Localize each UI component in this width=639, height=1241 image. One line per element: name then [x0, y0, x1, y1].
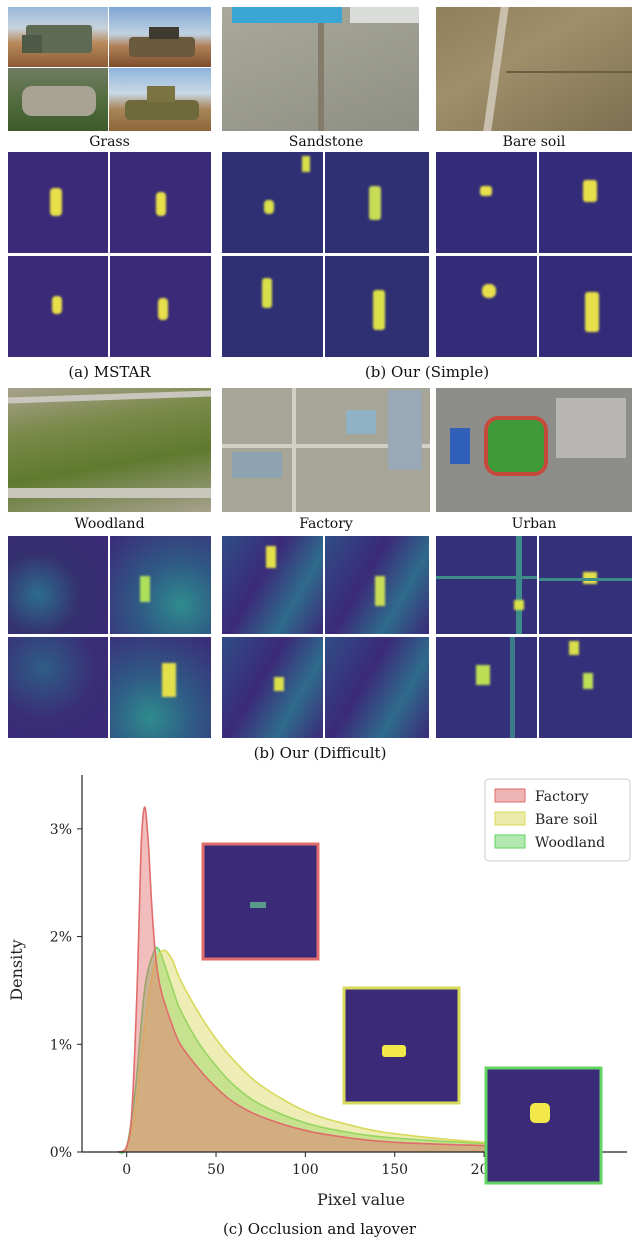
inset-sar-factory [201, 842, 320, 961]
inset-target-spot [250, 902, 266, 908]
inset-target-spot [530, 1103, 550, 1123]
sar-chip-woodland-2 [110, 536, 211, 634]
mstar-photo-apc [8, 68, 108, 131]
buildings [556, 398, 626, 458]
white-structure [350, 7, 419, 23]
road-v [292, 388, 296, 512]
road [8, 488, 211, 498]
sar-chip-grass-3 [8, 256, 108, 357]
caption-chart: (c) Occlusion and layover [222, 1220, 417, 1238]
caption-mstar: (a) MSTAR [68, 363, 151, 381]
caption-difficult: (b) Our (Difficult) [253, 744, 387, 762]
tank-turret [149, 27, 179, 39]
sar-chip-factory-1 [222, 536, 323, 634]
sar-chip-bare-soil-3 [436, 256, 537, 357]
legend-swatch [494, 811, 526, 826]
y-tick-label: 3% [50, 822, 72, 838]
y-tick-label: 2% [50, 930, 72, 946]
sar-chip-factory-2 [325, 536, 429, 634]
sar-chip-bare-soil-4 [539, 256, 632, 357]
building-1 [232, 452, 282, 478]
y-tick-label: 1% [50, 1037, 72, 1053]
series-area-bare-soil [117, 950, 601, 1152]
sar-chip-bare-soil-1 [436, 152, 537, 253]
scene-label-woodland: Woodland [74, 516, 145, 532]
x-tick-label: 150 [381, 1162, 408, 1178]
truck-cab [22, 35, 42, 53]
court [450, 428, 470, 464]
sar-chip-sandstone-4 [325, 256, 429, 357]
urban-aerial-photo [436, 388, 632, 512]
scene-label-grass: Grass [89, 134, 130, 150]
scene-label-factory: Factory [299, 516, 353, 532]
tank2-turret [147, 86, 175, 102]
legend-swatch [494, 788, 526, 803]
sar-chip-woodland-1 [8, 536, 108, 634]
sar-chip-urban-2 [539, 536, 632, 634]
road-h [222, 444, 430, 448]
tank-body [129, 37, 195, 57]
mstar-photo-truck [8, 7, 108, 67]
blue-structure [232, 7, 342, 23]
field-line [506, 71, 632, 73]
x-tick-label: 0 [122, 1162, 131, 1178]
apc-body [22, 86, 96, 116]
legend-swatch [494, 834, 526, 849]
sar-chip-grass-2 [110, 152, 211, 253]
sar-chip-sandstone-1 [222, 152, 323, 253]
sar-chip-urban-3 [436, 637, 537, 738]
road [483, 7, 509, 131]
sar-chip-factory-4 [325, 637, 429, 738]
sar-chip-woodland-3 [8, 637, 108, 738]
mstar-photo-tank-2 [109, 68, 211, 131]
legend-label: Factory [535, 789, 589, 805]
series-area-woodland [117, 947, 601, 1154]
dirt-track [318, 23, 324, 131]
mstar-photo-tank-1 [109, 7, 211, 67]
legend-label: Bare soil [535, 812, 598, 828]
building-3 [388, 390, 422, 470]
series-area-factory [117, 807, 601, 1152]
stadium-field [484, 416, 548, 476]
scene-label-urban: Urban [511, 516, 557, 532]
sar-chip-urban-4 [539, 637, 632, 738]
x-tick-label: 50 [207, 1162, 225, 1178]
x-tick-label: 100 [292, 1162, 319, 1178]
sar-chip-bare-soil-2 [539, 152, 632, 253]
sar-chip-woodland-4 [110, 637, 211, 738]
sandstone-aerial-photo [222, 7, 419, 131]
tank2-body [125, 100, 199, 120]
inset-sar-woodland [484, 1066, 603, 1185]
building-2 [346, 410, 376, 434]
scene-label-sandstone: Sandstone [288, 134, 364, 150]
sar-chip-factory-3 [222, 637, 323, 738]
sar-chip-grass-4 [110, 256, 211, 357]
caption-simple: (b) Our (Simple) [364, 363, 490, 381]
inset-target-spot [382, 1045, 406, 1057]
woodland-aerial-photo [8, 388, 211, 512]
sar-chip-urban-1 [436, 536, 537, 634]
bare-soil-aerial-photo [436, 7, 632, 131]
sar-chip-sandstone-3 [222, 256, 323, 357]
legend-label: Woodland [535, 835, 605, 851]
sar-chip-sandstone-2 [325, 152, 429, 253]
y-axis-label: Density [7, 939, 26, 1000]
sar-chip-grass-1 [8, 152, 108, 253]
road-top [8, 390, 211, 404]
x-axis-label: Pixel value [317, 1190, 405, 1209]
scene-label-bare-soil: Bare soil [502, 134, 566, 150]
factory-aerial-photo [222, 388, 430, 512]
y-tick-label: 0% [50, 1145, 72, 1161]
